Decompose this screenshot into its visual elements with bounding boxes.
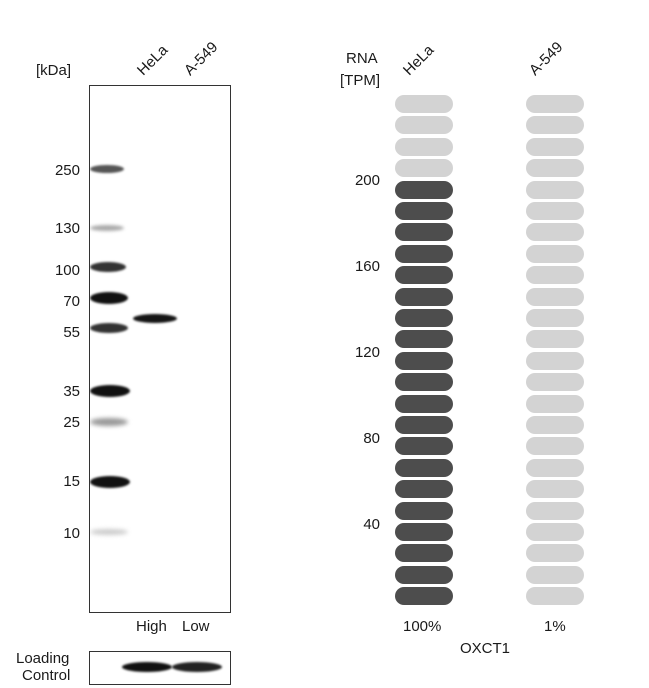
rna-tick-80: 80 (363, 430, 380, 447)
marker-label-70: 70 (63, 293, 80, 310)
rna-segment-hela-14 (395, 309, 453, 327)
marker-label-25: 25 (63, 414, 80, 431)
rna-segment-hela-18 (395, 223, 453, 242)
rna-segment-a-549-6 (526, 480, 584, 499)
loading-control-label-line1: Loading (16, 650, 70, 667)
ladder-band-70 (90, 292, 128, 304)
level-label-low: Low (182, 618, 210, 635)
gene-name: OXCT1 (460, 640, 511, 657)
rna-segment-a-549-23 (526, 116, 584, 135)
rna-tick-160: 160 (354, 258, 380, 275)
rna-segment-hela-4 (395, 523, 453, 541)
rna-segment-hela-15 (395, 287, 453, 306)
marker-label-15: 15 (63, 473, 80, 490)
rna-segment-hela-24 (395, 95, 453, 113)
rna-segment-hela-7 (395, 458, 453, 477)
rna-sample-label-hela: HeLa (399, 41, 438, 79)
rna-segment-a-549-2 (526, 565, 584, 584)
rna-segment-a-549-14 (526, 309, 584, 327)
rna-segment-hela-21 (395, 159, 453, 178)
level-label-high: High (136, 618, 167, 635)
rna-segment-a-549-24 (526, 95, 584, 113)
rna-segment-a-549-11 (526, 373, 584, 392)
rna-segment-a-549-13 (526, 330, 584, 349)
rna-bar-hela (395, 95, 453, 607)
rna-segment-hela-10 (395, 394, 453, 413)
ladder-band-250 (90, 165, 124, 173)
rna-axis-label-line2: [TPM] (340, 72, 380, 89)
rna-segment-a-549-8 (526, 437, 584, 456)
rna-segment-hela-9 (395, 416, 453, 434)
loading-control-blot (89, 651, 231, 685)
rna-segment-hela-11 (395, 373, 453, 392)
loading-band-a549 (172, 662, 222, 672)
rna-percent-a549: 1% (544, 618, 566, 635)
rna-segment-hela-22 (395, 137, 453, 156)
loading-band-hela (122, 662, 172, 672)
ladder-band-100 (90, 262, 126, 272)
rna-segment-hela-17 (395, 244, 453, 263)
marker-label-130: 130 (54, 220, 80, 237)
rna-tick-120: 120 (354, 344, 380, 361)
ladder-band-25 (90, 418, 128, 426)
ladder-band-130 (90, 225, 124, 231)
marker-label-35: 35 (63, 383, 80, 400)
rna-segment-hela-1 (395, 587, 453, 606)
rna-bar-a549 (526, 95, 584, 607)
ladder-band-10 (90, 529, 128, 535)
kda-unit-label: [kDa] (36, 62, 72, 79)
rna-segment-a-549-4 (526, 523, 584, 541)
rna-tick-200: 200 (354, 172, 380, 189)
rna-axis-label-line1: RNA (346, 50, 378, 67)
ladder-band-55 (90, 323, 128, 333)
rna-segment-hela-3 (395, 544, 453, 563)
rna-segment-a-549-10 (526, 394, 584, 413)
loading-control-label-line2: Control (22, 667, 71, 684)
rna-segment-a-549-18 (526, 223, 584, 242)
hela-oxct1-band (133, 314, 177, 323)
rna-segment-hela-13 (395, 330, 453, 349)
rna-segment-hela-23 (395, 116, 453, 135)
rna-segment-hela-16 (395, 266, 453, 285)
rna-segment-hela-6 (395, 480, 453, 499)
rna-sample-label-a549: A-549 (525, 38, 567, 79)
marker-label-10: 10 (63, 525, 80, 542)
rna-segment-a-549-17 (526, 244, 584, 263)
marker-label-250: 250 (54, 162, 80, 179)
rna-segment-a-549-15 (526, 287, 584, 306)
rna-segment-hela-8 (395, 437, 453, 456)
rna-segment-a-549-3 (526, 544, 584, 563)
marker-label-55: 55 (63, 324, 80, 341)
rna-percent-hela: 100% (403, 618, 442, 635)
ladder-band-15 (90, 476, 130, 488)
rna-segment-a-549-1 (526, 587, 584, 606)
western-blot-image (89, 85, 231, 613)
rna-segment-a-549-12 (526, 351, 584, 370)
rna-segment-hela-5 (395, 501, 453, 520)
rna-tick-40: 40 (363, 516, 380, 533)
rna-segment-hela-12 (395, 351, 453, 370)
marker-label-100: 100 (54, 262, 80, 279)
rna-segment-a-549-7 (526, 458, 584, 477)
rna-segment-a-549-9 (526, 416, 584, 434)
rna-segment-a-549-20 (526, 180, 584, 199)
rna-segment-hela-20 (395, 180, 453, 199)
rna-segment-a-549-5 (526, 501, 584, 520)
rna-segment-a-549-22 (526, 137, 584, 156)
rna-segment-a-549-21 (526, 159, 584, 178)
rna-segment-hela-2 (395, 565, 453, 584)
ladder-band-35 (90, 385, 130, 397)
rna-segment-a-549-16 (526, 266, 584, 285)
blot-lane-label-hela: HeLa (133, 41, 172, 79)
rna-segment-a-549-19 (526, 202, 584, 220)
rna-segment-hela-19 (395, 202, 453, 220)
blot-lane-label-a549: A-549 (180, 38, 222, 79)
